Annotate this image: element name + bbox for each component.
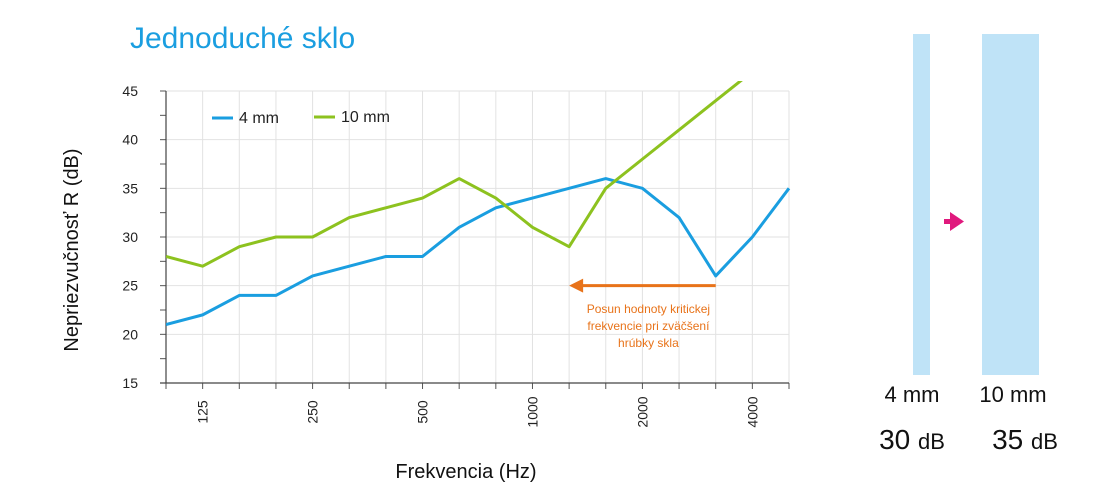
chart-title: Jednoduché sklo (130, 22, 356, 55)
critical-frequency-annotation: Posun hodnoty kritickej frekvencie pri zv… (569, 278, 716, 350)
legend-label-10mm: 10 mm (341, 109, 390, 126)
chart-grid (165, 90, 790, 384)
pane-value-10mm-number: 35 (992, 424, 1023, 455)
legend-label-4mm: 4 mm (239, 110, 279, 127)
pane-label-4mm: 4 mm (885, 382, 940, 407)
annotation-text-line: hrúbky skla (618, 336, 679, 350)
y-tick-label-40: 40 (122, 132, 138, 148)
y-tick-label-20: 20 (122, 326, 138, 342)
chart-series (166, 81, 791, 327)
pane-arrow-icon (944, 212, 964, 231)
pane-value-4mm-unit: dB (918, 429, 945, 454)
series-line-10mm (166, 81, 743, 268)
x-tick-labels: 125 250 500 1000 2000 4000 (195, 396, 761, 427)
annotation-text-line: frekvencie pri zväčšení (587, 319, 710, 333)
y-tick-label-30: 30 (122, 229, 138, 245)
annotation-text-line: Posun hodnoty kritickej (587, 302, 710, 316)
y-tick-label-45: 45 (122, 83, 138, 99)
annotation-arrow-head-icon (569, 278, 584, 293)
pane-value-4mm-number: 30 (879, 424, 910, 455)
y-tick-label-25: 25 (122, 278, 138, 294)
y-tick-label-35: 35 (122, 180, 138, 196)
x-tick-label-250: 250 (305, 400, 321, 424)
glass-pane-10mm (982, 34, 1039, 375)
x-tick-label-1000: 1000 (524, 396, 540, 427)
x-tick-label-4000: 4000 (744, 396, 760, 427)
x-axis-label: Frekvencia (Hz) (395, 461, 536, 483)
pane-value-10mm: 35 dB (992, 424, 1058, 455)
x-tick-label-125: 125 (195, 400, 211, 424)
pane-label-10mm: 10 mm (979, 382, 1046, 407)
glass-pane-4mm (913, 34, 930, 375)
pane-value-10mm-unit: dB (1031, 429, 1058, 454)
pane-value-4mm: 30 dB (879, 424, 945, 455)
chart-axes (160, 90, 790, 389)
series-line-4mm (166, 177, 791, 327)
x-tick-label-500: 500 (415, 400, 431, 424)
y-tick-labels: 15 20 25 30 35 40 45 (122, 83, 138, 391)
y-axis-label: Nepriezvučnosť R (dB) (61, 148, 83, 351)
y-tick-label-15: 15 (122, 375, 138, 391)
chart-legend: 4 mm 10 mm (212, 109, 390, 127)
x-tick-label-2000: 2000 (634, 396, 650, 427)
